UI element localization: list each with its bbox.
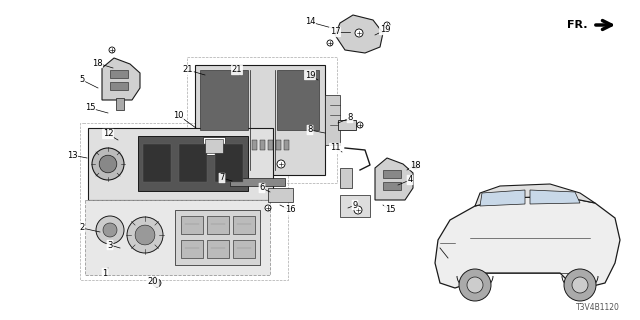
Text: 12: 12 [103, 130, 113, 139]
Bar [284, 140, 289, 150]
Bar [181, 240, 203, 258]
Bar [325, 95, 340, 145]
Text: 20: 20 [148, 277, 158, 286]
Bar [181, 216, 203, 234]
Bar [143, 144, 171, 182]
Text: 17: 17 [330, 28, 340, 36]
Text: 10: 10 [173, 110, 183, 119]
Text: 4: 4 [408, 175, 413, 185]
Text: 8: 8 [348, 114, 353, 123]
Circle shape [459, 269, 491, 301]
Text: 7: 7 [220, 173, 225, 182]
Text: 15: 15 [84, 103, 95, 113]
Text: 9: 9 [353, 201, 358, 210]
Circle shape [99, 155, 116, 173]
Text: 6: 6 [259, 183, 265, 193]
Bar [340, 168, 352, 188]
Bar [252, 140, 257, 150]
Text: T3V4B1120: T3V4B1120 [576, 303, 620, 312]
Bar [383, 170, 401, 178]
Circle shape [153, 279, 161, 287]
Text: 1: 1 [102, 268, 108, 277]
Bar [233, 216, 255, 234]
Bar [116, 98, 124, 110]
Text: 18: 18 [92, 59, 102, 68]
Text: 2: 2 [79, 223, 84, 233]
Polygon shape [435, 196, 620, 288]
Polygon shape [530, 190, 580, 204]
Bar [338, 120, 356, 130]
Circle shape [103, 223, 117, 237]
Polygon shape [480, 190, 525, 206]
Bar [230, 178, 285, 186]
Circle shape [572, 277, 588, 293]
Bar [233, 240, 255, 258]
Text: 8: 8 [307, 125, 313, 134]
Bar [138, 136, 248, 191]
Text: 14: 14 [305, 18, 316, 27]
Text: 19: 19 [380, 26, 390, 35]
Circle shape [412, 163, 418, 169]
Bar [205, 139, 223, 153]
Bar [110, 82, 128, 90]
Bar [175, 210, 260, 265]
Circle shape [327, 40, 333, 46]
Circle shape [354, 206, 362, 214]
Polygon shape [475, 184, 595, 206]
Bar [268, 140, 273, 150]
Circle shape [467, 277, 483, 293]
Bar [207, 240, 229, 258]
Text: 21: 21 [232, 66, 243, 75]
Text: FR.: FR. [568, 20, 588, 30]
Circle shape [92, 148, 124, 180]
Bar [179, 144, 207, 182]
Bar [260, 140, 265, 150]
Bar [383, 182, 401, 190]
Polygon shape [102, 58, 140, 100]
Bar [88, 128, 273, 200]
Bar [276, 140, 281, 150]
Circle shape [96, 216, 124, 244]
Bar [207, 216, 229, 234]
Text: 15: 15 [385, 205, 396, 214]
Circle shape [384, 22, 390, 28]
Circle shape [127, 217, 163, 253]
Polygon shape [375, 158, 413, 200]
Bar [277, 70, 319, 130]
Text: 5: 5 [79, 76, 84, 84]
Text: 16: 16 [285, 205, 295, 214]
Bar [200, 70, 248, 130]
Bar [215, 144, 243, 182]
Bar [110, 70, 128, 78]
Bar [85, 200, 270, 275]
Bar [340, 195, 370, 217]
Bar [187, 57, 337, 183]
Text: 3: 3 [108, 241, 113, 250]
Circle shape [265, 205, 271, 211]
Text: 18: 18 [410, 161, 420, 170]
Text: 21: 21 [183, 66, 193, 75]
Text: 11: 11 [330, 143, 340, 153]
Polygon shape [335, 15, 383, 53]
Circle shape [135, 225, 155, 245]
Text: 19: 19 [305, 70, 316, 79]
Text: 13: 13 [67, 150, 77, 159]
Circle shape [109, 47, 115, 53]
Bar [268, 188, 293, 202]
Circle shape [357, 122, 363, 128]
Circle shape [355, 29, 363, 37]
Circle shape [277, 160, 285, 168]
Bar [195, 65, 325, 175]
Circle shape [564, 269, 596, 301]
Bar [203, 137, 225, 155]
